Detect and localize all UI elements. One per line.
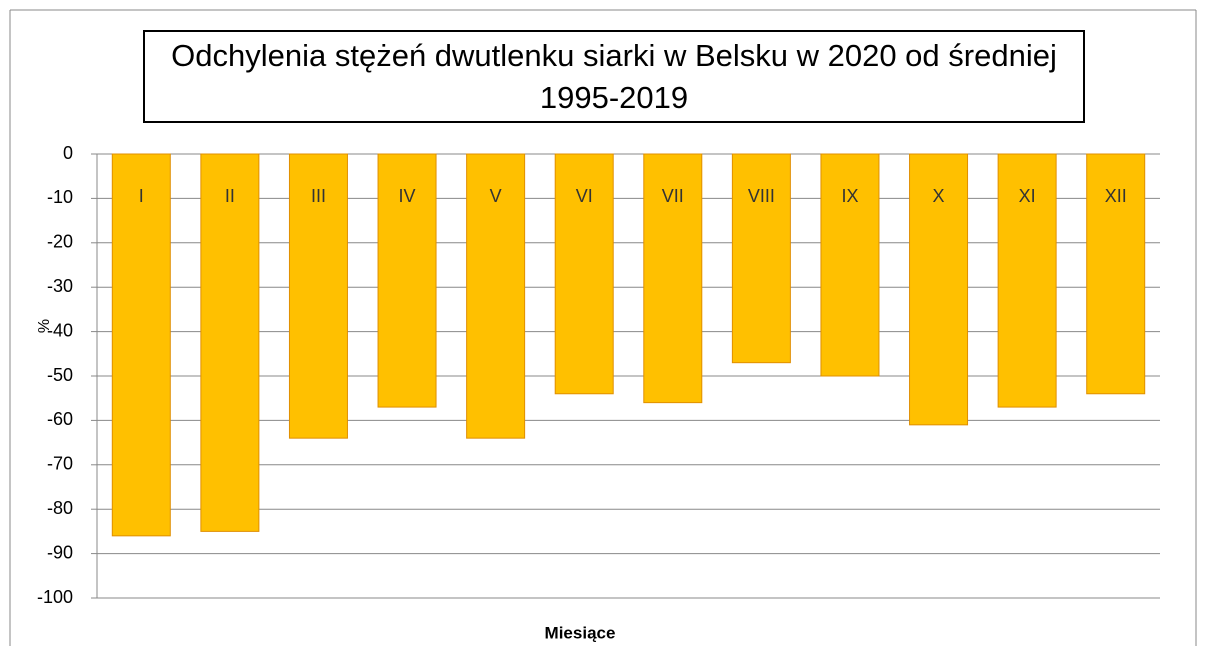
y-tick-label: -100 bbox=[37, 587, 73, 607]
category-label: VIII bbox=[748, 186, 775, 206]
category-label: III bbox=[311, 186, 326, 206]
bar bbox=[1086, 153, 1146, 395]
y-tick-label: -30 bbox=[47, 276, 73, 296]
category-label: VII bbox=[662, 186, 684, 206]
y-tick-label: -40 bbox=[47, 320, 73, 340]
category-label: II bbox=[225, 186, 235, 206]
bar bbox=[820, 153, 880, 377]
bar bbox=[111, 153, 171, 537]
y-tick-label: -20 bbox=[47, 232, 73, 252]
y-tick-label: -60 bbox=[47, 409, 73, 429]
bar bbox=[731, 153, 791, 364]
chart-title: Odchylenia stężeń dwutlenku siarki w Bel… bbox=[143, 30, 1085, 123]
category-label: VI bbox=[576, 186, 593, 206]
category-label: XII bbox=[1105, 186, 1127, 206]
category-label: X bbox=[933, 186, 945, 206]
bar bbox=[200, 153, 260, 532]
y-tick-label: -50 bbox=[47, 365, 73, 385]
category-label: I bbox=[139, 186, 144, 206]
bar bbox=[377, 153, 437, 408]
y-tick-label: 0 bbox=[63, 143, 73, 163]
category-label: IV bbox=[399, 186, 416, 206]
bar bbox=[288, 153, 348, 439]
y-tick-label: -90 bbox=[47, 542, 73, 562]
category-label: IX bbox=[841, 186, 858, 206]
bar bbox=[909, 153, 969, 426]
bar bbox=[466, 153, 526, 439]
y-tick-label: -80 bbox=[47, 498, 73, 518]
category-label: V bbox=[490, 186, 502, 206]
x-axis-label: Miesiące bbox=[545, 623, 616, 642]
y-tick-label: -70 bbox=[47, 454, 73, 474]
bar bbox=[643, 153, 703, 404]
category-label: XI bbox=[1019, 186, 1036, 206]
y-tick-label: -10 bbox=[47, 187, 73, 207]
y-axis-label: % bbox=[36, 319, 53, 333]
bar bbox=[554, 153, 614, 395]
bar bbox=[997, 153, 1057, 408]
